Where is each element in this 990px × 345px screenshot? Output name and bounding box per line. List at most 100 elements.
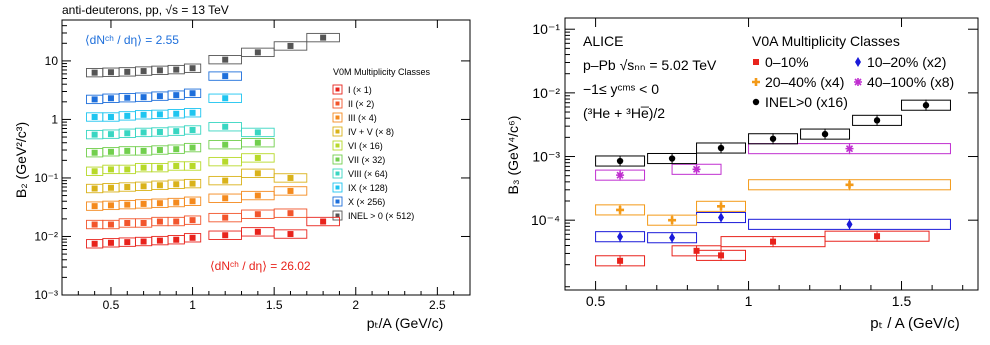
- left-header: anti-deuterons, pp, √s = 13 TeV: [62, 3, 229, 17]
- right-legend-label: INEL>0 (x16): [765, 94, 848, 110]
- left-data-point: [156, 237, 163, 244]
- left-data-point: [173, 146, 180, 153]
- left-data-point: [124, 130, 131, 137]
- left-data-point: [107, 202, 114, 209]
- left-data-point: [287, 42, 294, 49]
- left-data-point: [222, 73, 229, 80]
- left-y-tick-label: 10⁻²: [34, 229, 58, 243]
- left-data-point: [124, 184, 131, 191]
- right-data-point: [821, 130, 829, 138]
- left-x-tick-label: 1.5: [266, 298, 283, 312]
- left-y-tick-label: 10⁻¹: [34, 171, 58, 185]
- left-axis-ticks: 0.5 1 1.5 2 2.5 10⁻³ 10⁻² 10⁻¹ 1 10: [34, 19, 470, 312]
- left-data-point: [107, 239, 114, 246]
- left-annot-bottom: ⟨dNᶜʰ / dη⟩ = 26.02: [210, 259, 311, 273]
- left-data-point: [189, 144, 196, 151]
- left-syst-box: [183, 125, 202, 135]
- right-data-point: [616, 157, 624, 165]
- left-data-point: [124, 166, 131, 173]
- left-data-point: [222, 123, 229, 130]
- left-legend-label: IX (× 128): [348, 183, 388, 193]
- left-data-point: [173, 110, 180, 117]
- left-data-point: [222, 232, 229, 239]
- left-x-tick-label: 2.5: [429, 298, 446, 312]
- right-data-point: [718, 252, 725, 259]
- right-plot-frame: [564, 17, 979, 291]
- left-y-axis-label: B₂ (GeV²/c³): [13, 122, 29, 198]
- left-syst-box: [183, 88, 202, 98]
- left-data-point: [222, 141, 229, 148]
- right-data-point: [668, 155, 676, 162]
- left-data-point: [107, 131, 114, 138]
- left-data-point: [140, 219, 147, 226]
- left-syst-box: [183, 108, 202, 118]
- right-data-point: [873, 117, 881, 124]
- left-syst-box: [208, 71, 242, 81]
- left-data-point: [140, 111, 147, 118]
- right-data-marks: [595, 99, 951, 267]
- left-legend-label: I (× 1): [348, 85, 372, 95]
- left-data-point: [91, 114, 98, 121]
- left-data-point: [222, 95, 229, 102]
- left-data-point: [222, 195, 229, 202]
- left-data-point: [91, 168, 98, 175]
- left-syst-box: [183, 233, 202, 243]
- right-data-point: [922, 102, 930, 109]
- right-data-point: [717, 144, 725, 152]
- left-syst-box: [183, 215, 202, 225]
- left-data-point: [140, 147, 147, 154]
- left-legend-marker: [335, 129, 340, 134]
- right-panel: ALICE p–Pb √sₙₙ = 5.02 TeV −1≤ yᶜᵐˢ < 0 …: [505, 17, 979, 332]
- right-x-tick-label: 0.5: [586, 293, 606, 309]
- right-text-species: (³He + ³He̅)/2: [583, 105, 665, 121]
- left-legend-label: VII (× 32): [348, 155, 385, 165]
- left-syst-box: [306, 32, 340, 43]
- left-plot-frame: [61, 19, 471, 296]
- left-data-point: [189, 163, 196, 170]
- left-data-point: [320, 34, 327, 41]
- left-data-point: [91, 203, 98, 210]
- left-data-point: [140, 200, 147, 207]
- left-data-point: [173, 66, 180, 73]
- left-data-point: [140, 164, 147, 171]
- left-data-point: [156, 218, 163, 225]
- right-x-tick-label: 1.5: [892, 293, 912, 309]
- right-legend: 0–10% 10–20% (x2) 20–40% (x4) 40–100% (x8) I…: [752, 54, 954, 110]
- left-syst-box: [273, 173, 308, 183]
- left-syst-box: [208, 93, 242, 103]
- left-x-tick-label: 0.5: [103, 298, 120, 312]
- left-legend-box: [332, 98, 343, 109]
- right-data-point: [874, 233, 881, 240]
- left-x-tick-label: 2: [352, 298, 359, 312]
- left-legend-box: [332, 112, 343, 123]
- left-data-point: [254, 192, 261, 199]
- left-data-point: [91, 240, 98, 247]
- left-syst-box: [273, 186, 308, 196]
- left-syst-box: [183, 196, 202, 206]
- left-data-point: [320, 218, 327, 225]
- left-syst-box: [208, 175, 242, 186]
- left-legend-marker: [335, 185, 340, 190]
- left-legend-marker: [335, 213, 340, 218]
- left-legend-box: [332, 84, 343, 95]
- left-data-point: [107, 184, 114, 191]
- left-panel: anti-deuterons, pp, √s = 13 TeV ⟨dNᶜʰ / …: [13, 3, 471, 331]
- left-data-point: [124, 219, 131, 226]
- left-data-point: [156, 111, 163, 118]
- left-data-point: [140, 238, 147, 245]
- right-data-point: [770, 238, 777, 245]
- left-data-point: [254, 49, 261, 56]
- left-data-point: [124, 239, 131, 246]
- left-syst-box: [241, 127, 275, 138]
- right-legend-label: 40–100% (x8): [867, 74, 954, 90]
- left-legend-marker: [335, 171, 340, 176]
- left-legend-marker: [335, 199, 340, 204]
- left-legend-title: V0M Multiplicity Classes: [333, 67, 431, 77]
- left-data-point: [107, 148, 114, 155]
- left-x-tick-label: 1: [189, 298, 196, 312]
- left-data-point: [287, 210, 294, 217]
- right-x-tick-label: 1: [745, 293, 753, 309]
- left-data-point: [107, 166, 114, 173]
- right-legend-marker: [752, 78, 760, 86]
- left-legend-box: [332, 196, 343, 207]
